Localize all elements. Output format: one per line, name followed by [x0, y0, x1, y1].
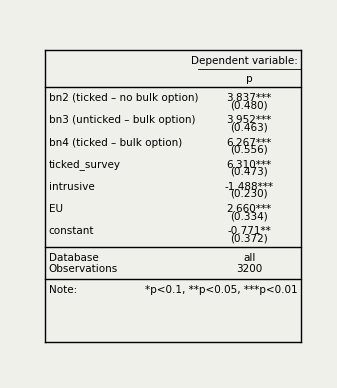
Text: (0.372): (0.372): [230, 233, 268, 243]
Text: *p<0.1, **p<0.05, ***p<0.01: *p<0.1, **p<0.05, ***p<0.01: [146, 285, 298, 294]
Text: (0.463): (0.463): [230, 123, 268, 133]
Text: intrusive: intrusive: [49, 182, 94, 192]
Text: -0.771**: -0.771**: [227, 226, 271, 236]
Text: constant: constant: [49, 226, 94, 236]
Text: (0.230): (0.230): [230, 189, 268, 199]
Text: 3.837***: 3.837***: [226, 94, 272, 103]
Text: (0.334): (0.334): [230, 211, 268, 221]
Text: (0.480): (0.480): [230, 100, 268, 111]
Text: Database: Database: [49, 253, 98, 263]
Text: bn2 (ticked – no bulk option): bn2 (ticked – no bulk option): [49, 94, 198, 103]
Text: -1.488***: -1.488***: [224, 182, 274, 192]
Text: 6.310***: 6.310***: [226, 160, 272, 170]
Text: EU: EU: [49, 204, 63, 214]
Text: all: all: [243, 253, 255, 263]
Text: bn3 (unticked – bulk option): bn3 (unticked – bulk option): [49, 116, 195, 125]
Text: 3200: 3200: [236, 265, 262, 274]
Text: bn4 (ticked – bulk option): bn4 (ticked – bulk option): [49, 138, 182, 147]
Text: (0.556): (0.556): [230, 145, 268, 155]
Text: p: p: [246, 74, 252, 84]
Text: 6.267***: 6.267***: [226, 138, 272, 147]
Text: (0.473): (0.473): [230, 167, 268, 177]
Text: Dependent variable:: Dependent variable:: [191, 56, 298, 66]
Text: 3.952***: 3.952***: [226, 116, 272, 125]
Text: Observations: Observations: [49, 265, 118, 274]
Text: 2.660***: 2.660***: [226, 204, 272, 214]
Text: Note:: Note:: [49, 285, 77, 294]
Text: ticked_survey: ticked_survey: [49, 159, 121, 170]
